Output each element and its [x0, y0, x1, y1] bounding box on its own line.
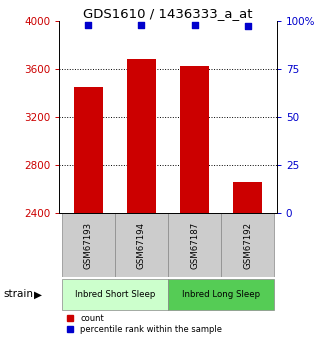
Point: [245, 24, 250, 29]
Text: GSM67193: GSM67193: [84, 222, 93, 269]
Text: Inbred Short Sleep: Inbred Short Sleep: [75, 290, 155, 299]
Bar: [168, 279, 274, 310]
Bar: [74, 87, 103, 213]
Text: GSM67187: GSM67187: [190, 222, 199, 269]
Point: [86, 22, 91, 27]
Title: GDS1610 / 1436333_a_at: GDS1610 / 1436333_a_at: [83, 7, 253, 20]
Bar: [180, 67, 209, 213]
Text: strain: strain: [3, 289, 33, 299]
Bar: [62, 213, 115, 277]
Text: GSM67192: GSM67192: [243, 222, 252, 269]
Text: GSM67194: GSM67194: [137, 222, 146, 269]
Bar: [221, 213, 274, 277]
Point: [139, 22, 144, 27]
Point: [192, 22, 197, 27]
Bar: [168, 213, 221, 277]
Bar: [127, 59, 156, 213]
Bar: [62, 279, 168, 310]
Text: Inbred Long Sleep: Inbred Long Sleep: [182, 290, 260, 299]
Legend: count, percentile rank within the sample: count, percentile rank within the sample: [61, 314, 222, 334]
Bar: [115, 213, 168, 277]
Text: ▶: ▶: [34, 289, 42, 299]
Bar: [233, 182, 262, 213]
